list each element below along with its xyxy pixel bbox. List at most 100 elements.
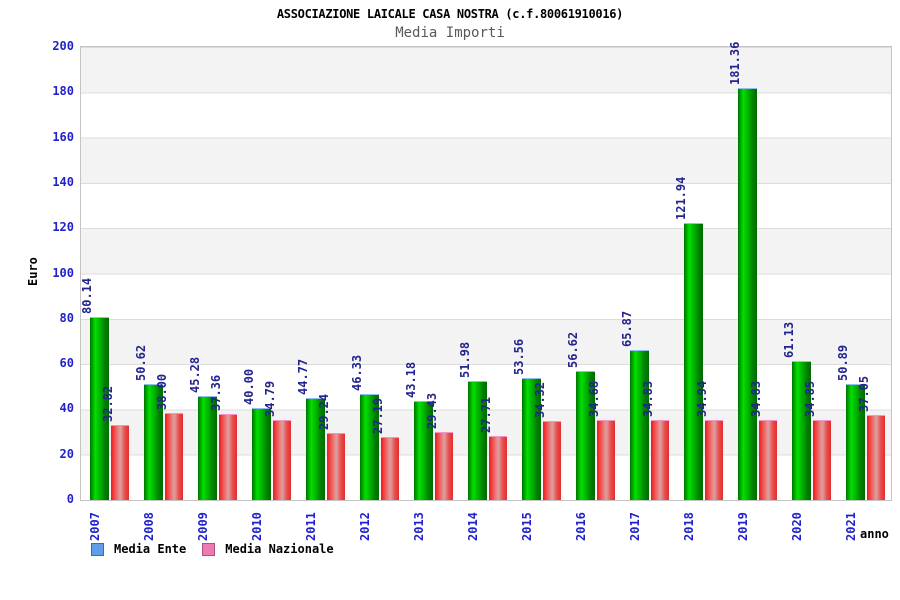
bar-media-nazionale (489, 436, 507, 500)
y-tick-180: 180 (52, 84, 74, 99)
bar-value-label-ente: 181.36 (728, 41, 742, 86)
bar-media-ente (144, 384, 163, 500)
y-tick-20: 20 (59, 446, 74, 461)
y-axis-ticks: 0 20 40 60 80 100 120 140 160 180 200 (0, 39, 74, 506)
bar-media-ente (468, 381, 487, 500)
bar-value-label-nazionale: 34.79 (263, 381, 277, 418)
x-tick-2008: 2008 (142, 512, 156, 541)
bar-group-2018: 121.94 34.94 (674, 47, 729, 500)
x-tick-2013: 2013 (412, 512, 426, 541)
bar-value-label-nazionale: 34.68 (587, 381, 601, 418)
x-tick-2012: 2012 (358, 512, 372, 541)
bar-media-nazionale (867, 415, 885, 500)
x-tick-2021: 2021 (844, 512, 858, 541)
bar-group-2012: 46.33 27.19 (350, 47, 405, 500)
bar-value-label-ente: 51.98 (458, 342, 472, 379)
bar-value-label-nazionale: 38.00 (155, 373, 169, 410)
x-tick-2015: 2015 (520, 512, 534, 541)
bar-group-2009: 45.28 37.36 (188, 47, 243, 500)
bar-media-nazionale (273, 420, 291, 500)
bar-media-nazionale (111, 424, 129, 500)
y-tick-80: 80 (59, 310, 74, 325)
bar-media-nazionale (597, 420, 615, 500)
bar-media-nazionale (759, 420, 777, 500)
bar-media-nazionale (705, 419, 723, 500)
bar-value-label-nazionale: 37.36 (209, 375, 223, 412)
x-tick-2010: 2010 (250, 512, 264, 541)
bar-value-label-ente: 50.62 (134, 345, 148, 382)
bar-value-label-nazionale: 27.19 (371, 398, 385, 435)
bar-value-label-ente: 65.87 (620, 310, 634, 347)
bar-group-2007: 80.14 32.82 (80, 47, 135, 500)
bar-media-ente (738, 88, 757, 500)
chart-subtitle: Media Importi (395, 25, 505, 41)
legend-swatch-media-nazionale (202, 542, 216, 556)
bar-media-nazionale (435, 432, 453, 500)
bar-value-label-nazionale: 34.85 (803, 380, 817, 418)
legend-swatch-media-ente (91, 542, 104, 556)
x-tick-2014: 2014 (466, 512, 480, 541)
bar-value-label-ente: 43.18 (404, 362, 418, 399)
bar-media-nazionale (651, 420, 669, 500)
y-tick-60: 60 (59, 356, 74, 371)
bar-value-label-ente: 80.14 (80, 278, 94, 315)
bar-value-label-nazionale: 34.83 (749, 381, 763, 418)
x-tick-2019: 2019 (736, 512, 750, 541)
bar-value-label-ente: 45.28 (188, 357, 202, 394)
bar-media-ente (522, 377, 541, 500)
bar-group-2010: 40.00 34.79 (242, 47, 297, 500)
x-tick-2017: 2017 (628, 512, 642, 541)
bar-media-ente (252, 408, 271, 500)
bar-group-2017: 65.87 34.83 (620, 47, 675, 500)
x-axis-title: anno (860, 527, 889, 541)
bar-group-2019: 181.36 34.83 (728, 42, 783, 500)
bar-media-ente (414, 401, 433, 500)
bar-value-label-ente: 40.00 (242, 369, 256, 406)
x-tick-2011: 2011 (304, 512, 318, 541)
chart-title: ASSOCIAZIONE LAICALE CASA NOSTRA (c.f.80… (276, 7, 624, 21)
bar-group-2021: 50.89 37.05 (836, 47, 891, 500)
bar-value-label-ente: 61.13 (782, 321, 796, 358)
y-tick-160: 160 (52, 129, 74, 144)
plot-area: 80.14 32.82 50.62 38.00 45.28 37.36 40.00 34.79… (80, 42, 892, 501)
x-tick-2016: 2016 (574, 512, 588, 541)
bar-media-ente (576, 370, 595, 500)
y-tick-0: 0 (66, 492, 74, 506)
bar-media-nazionale (165, 412, 183, 500)
bar-media-ente (630, 349, 649, 500)
bar-media-nazionale (543, 421, 561, 500)
bar-group-2016: 56.62 34.68 (566, 47, 621, 500)
bar-value-label-nazionale: 34.94 (695, 380, 709, 417)
bar-value-label-ente: 56.62 (566, 331, 580, 368)
bar-value-label-ente: 53.56 (512, 338, 526, 375)
y-tick-140: 140 (52, 174, 74, 189)
bar-media-ente (846, 383, 865, 500)
bar-group-2013: 43.18 29.43 (404, 47, 459, 500)
bar-media-ente (306, 397, 325, 500)
bar-media-ente (792, 360, 811, 500)
bar-value-label-ente: 46.33 (350, 354, 364, 392)
y-tick-40: 40 (59, 401, 74, 416)
x-tick-2020: 2020 (790, 512, 804, 541)
bar-media-nazionale (381, 437, 399, 500)
legend: Media Ente Media Nazionale (91, 542, 334, 556)
bar-media-ente (360, 394, 379, 500)
bar-value-label-nazionale: 29.24 (317, 393, 331, 430)
bar-value-label-nazionale: 37.05 (857, 375, 871, 413)
x-tick-2007: 2007 (88, 512, 102, 541)
legend-label-media-ente: Media Ente (114, 542, 187, 556)
bar-value-label-nazionale: 27.71 (479, 397, 493, 434)
bar-value-label-ente: 121.94 (674, 176, 688, 220)
bar-group-2020: 61.13 34.85 (782, 47, 837, 500)
bar-media-ente (198, 396, 217, 500)
bar-group-2014: 51.98 27.71 (458, 47, 513, 500)
x-axis-labels: 2007 2008 2009 2010 2011 2012 2013 2014 2015 2016… (80, 500, 890, 546)
x-tick-2018: 2018 (682, 512, 696, 541)
bar-group-2015: 53.56 34.32 (512, 47, 567, 500)
bar-media-ente (684, 222, 703, 500)
bar-value-label-ente: 50.89 (836, 344, 850, 381)
y-tick-120: 120 (52, 220, 74, 235)
bar-value-label-nazionale: 32.82 (101, 385, 115, 422)
bar-group-2011: 44.77 29.24 (296, 47, 351, 500)
bar-value-label-nazionale: 34.83 (641, 381, 655, 418)
